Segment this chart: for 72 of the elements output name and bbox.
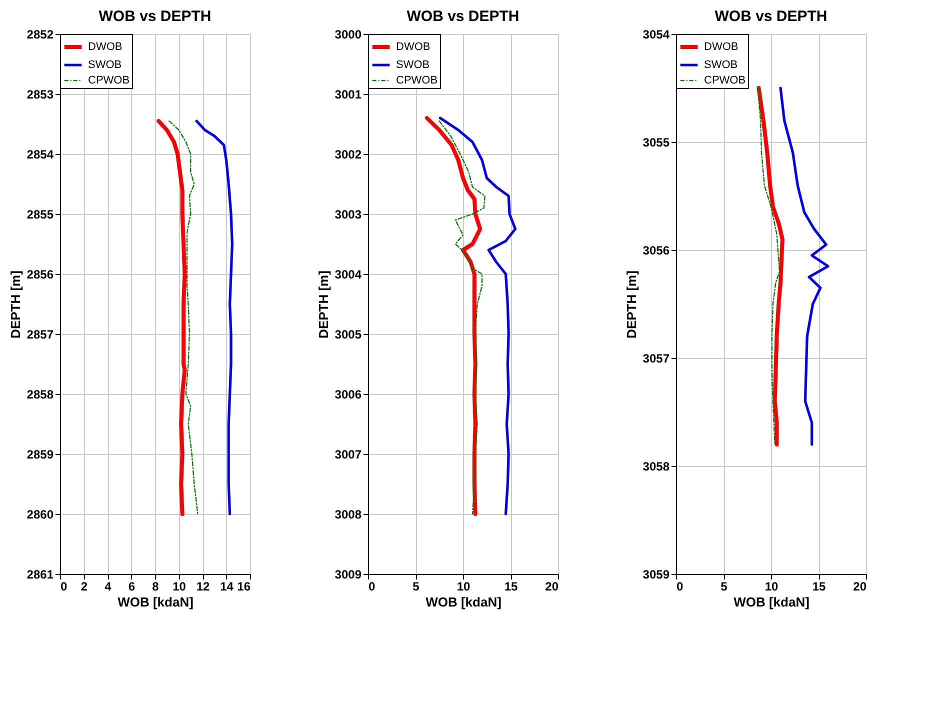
x-tick-label: 4 <box>104 580 112 594</box>
chart-title: WOB vs DEPTH <box>714 8 828 25</box>
line-series <box>424 116 482 516</box>
y-tick-label: 2861 <box>26 568 54 582</box>
y-tick-label: 3057 <box>642 352 670 366</box>
y-axis-title: DEPTH [m] <box>624 270 639 338</box>
y-tick-label: 3055 <box>642 136 670 150</box>
line-series <box>156 119 187 516</box>
y-tick-label: 3001 <box>334 88 362 102</box>
y-tick-label: 3009 <box>334 568 362 582</box>
line-series <box>195 120 234 516</box>
y-tick-label: 2857 <box>26 328 54 342</box>
chart-title: WOB vs DEPTH <box>406 8 520 25</box>
x-tick-label: 2 <box>80 580 88 594</box>
y-tick-label: 3005 <box>334 328 362 342</box>
y-tick-label: 3002 <box>334 148 362 162</box>
x-tick-label: 15 <box>504 580 518 594</box>
y-tick-label: 2852 <box>26 28 54 42</box>
x-tick-label: 10 <box>456 580 470 594</box>
x-axis-title: WOB [kdaN] <box>734 594 810 610</box>
legend-label: DWOB <box>704 41 738 53</box>
legend-label: SWOB <box>704 59 738 71</box>
y-tick-label: 2856 <box>26 268 54 282</box>
x-tick-label: 8 <box>152 580 160 594</box>
legend-label: CPWOB <box>88 74 130 86</box>
legend-label: CPWOB <box>704 74 746 86</box>
y-tick-label: 3058 <box>642 460 670 474</box>
x-tick-label: 20 <box>545 580 559 594</box>
y-tick-label: 3007 <box>334 448 362 462</box>
y-tick-label: 3004 <box>334 268 362 282</box>
y-tick-label: 2858 <box>26 388 54 402</box>
y-tick-label: 3059 <box>642 568 670 582</box>
y-axis-title: DEPTH [m] <box>316 270 331 338</box>
line-series <box>168 120 198 515</box>
x-tick-label: 10 <box>764 580 778 594</box>
x-tick-label: 12 <box>196 580 210 594</box>
x-tick-label: 0 <box>676 580 684 594</box>
y-tick-label: 2860 <box>26 508 54 522</box>
x-tick-label: 15 <box>812 580 826 594</box>
x-tick-label: 16 <box>237 580 251 594</box>
legend-label: DWOB <box>396 41 430 53</box>
x-axis-title: WOB [kdaN] <box>118 594 194 610</box>
legend-label: SWOB <box>396 59 430 71</box>
x-tick-label: 5 <box>412 580 420 594</box>
y-tick-label: 3000 <box>334 28 362 42</box>
x-tick-label: 14 <box>220 580 234 594</box>
y-tick-label: 2853 <box>26 88 54 102</box>
y-tick-label: 2855 <box>26 208 54 222</box>
line-series <box>779 86 830 446</box>
x-tick-label: 6 <box>128 580 136 594</box>
y-tick-label: 3008 <box>334 508 362 522</box>
y-tick-label: 2859 <box>26 448 54 462</box>
x-tick-label: 20 <box>853 580 867 594</box>
legend-label: DWOB <box>88 41 122 53</box>
legend-label: CPWOB <box>396 74 438 86</box>
x-tick-label: 10 <box>172 580 186 594</box>
y-tick-label: 3006 <box>334 388 362 402</box>
x-tick-label: 0 <box>60 580 68 594</box>
legend-label: SWOB <box>88 59 122 71</box>
line-series <box>757 87 780 445</box>
line-series <box>756 86 784 446</box>
line-series <box>438 116 517 516</box>
y-tick-label: 3056 <box>642 244 670 258</box>
x-axis-title: WOB [kdaN] <box>426 594 502 610</box>
y-axis-title: DEPTH [m] <box>8 270 23 338</box>
chart-title: WOB vs DEPTH <box>98 8 212 25</box>
x-tick-label: 0 <box>368 580 376 594</box>
y-tick-label: 3003 <box>334 208 362 222</box>
y-tick-label: 3054 <box>642 28 670 42</box>
x-tick-label: 5 <box>720 580 728 594</box>
line-series <box>438 120 486 515</box>
y-tick-label: 2854 <box>26 148 54 162</box>
